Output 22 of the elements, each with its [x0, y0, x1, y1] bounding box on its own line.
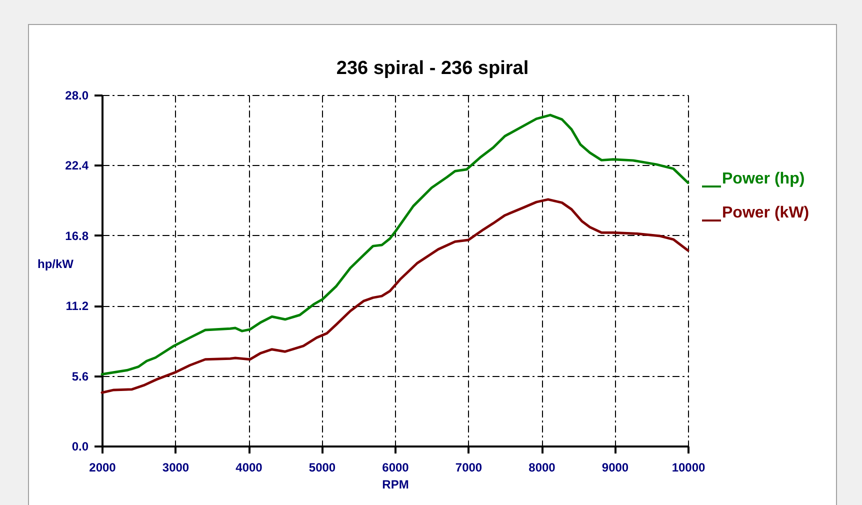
x-tick-label: 8000 [528, 460, 556, 474]
line-series [100, 198, 690, 394]
line-series [100, 114, 690, 376]
x-tick-label: 10000 [672, 460, 706, 474]
y-axis-title: hp/kW [38, 257, 74, 271]
x-tick-label: 6000 [382, 460, 410, 474]
x-tick-label: 4000 [236, 460, 263, 474]
y-tick-label: 0.0 [72, 440, 89, 454]
y-tick-label: 11.2 [66, 299, 89, 314]
x-tick-label: 2000 [89, 460, 116, 474]
x-tick-label: 3000 [162, 460, 190, 474]
x-tick-label: 9000 [602, 460, 629, 474]
x-axis-title: RPM [382, 478, 409, 492]
legend-label: Power (hp) [722, 170, 805, 188]
y-tick-label: 16.8 [65, 228, 89, 243]
legend-label: Power (kW) [722, 204, 810, 222]
x-tick-label: 7000 [455, 460, 482, 474]
x-tick-label: 5000 [308, 460, 336, 474]
y-tick-label: 22.4 [65, 158, 89, 173]
y-tick-label: 28.0 [65, 88, 89, 102]
y-tick-label: 5.6 [72, 369, 89, 384]
chart-title: 236 spiral - 236 spiral [336, 58, 529, 79]
